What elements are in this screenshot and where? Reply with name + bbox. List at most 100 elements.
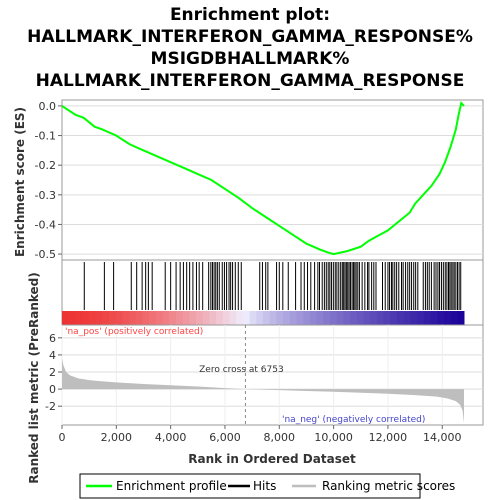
heat-bar-segment xyxy=(443,311,452,325)
es-y-ticks: 0.0 -0.1 -0.2 -0.3 -0.4 -0.5 xyxy=(35,100,62,261)
heat-bar-segment xyxy=(162,311,170,325)
es-y-tick-label: -0.2 xyxy=(35,159,56,172)
es-y-tick-label: -0.1 xyxy=(35,130,56,143)
metric-panel: Zero cross at 6753 'na_pos' (positively … xyxy=(27,272,484,484)
hit-marks xyxy=(83,262,462,310)
heat-bar-segment xyxy=(403,311,411,325)
heat-bar-segment xyxy=(155,311,163,325)
ranking-metric-area xyxy=(62,358,464,424)
negative-correlation-label: 'na_neg' (negatively correlated) xyxy=(282,415,425,425)
heat-bar-segment xyxy=(62,311,70,325)
es-y-tick-label: 0.0 xyxy=(39,100,57,113)
metric-y-tick-label: 6 xyxy=(49,332,56,345)
heat-bar-segment xyxy=(423,311,431,325)
heat-bar-segment xyxy=(396,311,405,325)
heat-bar-segment xyxy=(450,311,458,325)
heat-bar-segment xyxy=(316,311,324,325)
x-tick-label: 6,000 xyxy=(209,431,241,444)
heat-bar-segment xyxy=(102,311,110,325)
title-line-3: MSIGDBHALLMARK% xyxy=(151,49,350,69)
heat-bar-segment xyxy=(390,311,398,325)
heat-bar-segment xyxy=(216,311,224,325)
metric-y-ticks: 6 4 2 0 -2 xyxy=(45,332,62,413)
x-axis-title: Rank in Ordered Dataset xyxy=(188,452,356,466)
heat-bar-segment xyxy=(249,311,257,325)
metric-y-tick-label: 2 xyxy=(49,366,56,379)
legend-metric-label: Ranking metric scores xyxy=(322,479,455,493)
legend-hits-label: Hits xyxy=(253,479,276,493)
heat-bar-segment xyxy=(276,311,284,325)
heat-bar-segment xyxy=(128,311,137,325)
heat-bar-segment xyxy=(296,311,304,325)
heat-bar-segment xyxy=(256,311,264,325)
heat-bar-segment xyxy=(182,311,190,325)
heat-bar-segment xyxy=(363,311,371,325)
heat-bar-segment xyxy=(209,311,217,325)
heat-bar-segment xyxy=(149,311,157,325)
heat-bar-segment xyxy=(169,311,177,325)
heat-bar-segment xyxy=(323,311,331,325)
heat-bar-segment xyxy=(303,311,311,325)
heat-bar-segment xyxy=(309,311,318,325)
heat-bar-segment xyxy=(343,311,351,325)
ranking-heat-bar xyxy=(62,311,465,325)
x-tick-label: 14,000 xyxy=(423,431,462,444)
heat-bar-segment xyxy=(236,311,244,325)
plot-title: Enrichment plot: HALLMARK_INTERFERON_GAM… xyxy=(27,5,473,91)
es-y-tick-label: -0.4 xyxy=(35,218,56,231)
heat-bar-segment xyxy=(283,311,291,325)
es-y-tick-label: -0.3 xyxy=(35,189,56,202)
positive-correlation-label: 'na_pos' (positively correlated) xyxy=(65,327,203,337)
heat-bar-segment xyxy=(376,311,385,325)
heat-bar-segment xyxy=(356,311,364,325)
heat-bar-segment xyxy=(202,311,210,325)
x-tick-label: 0 xyxy=(59,431,66,444)
heat-bar-segment xyxy=(142,311,150,325)
metric-y-tick-label: 0 xyxy=(49,383,56,396)
legend: Enrichment profile Hits Ranking metric s… xyxy=(79,473,455,499)
es-y-axis-title: Enrichment score (ES) xyxy=(13,107,27,257)
heat-bar-segment xyxy=(430,311,438,325)
heat-bar-segment xyxy=(68,311,76,325)
heat-bar-segment xyxy=(437,311,445,325)
heat-bar-segment xyxy=(289,311,297,325)
heat-bar-segment xyxy=(242,311,251,325)
heat-bar-segment xyxy=(336,311,344,325)
heat-bar-segment xyxy=(410,311,418,325)
title-line-2: HALLMARK_INTERFERON_GAMMA_RESPONSE% xyxy=(27,27,473,47)
heat-bar-segment xyxy=(189,311,197,325)
metric-y-axis-title: Ranked list metric (PreRanked) xyxy=(27,272,41,484)
x-tick-label: 4,000 xyxy=(155,431,187,444)
heat-bar-segment xyxy=(88,311,96,325)
es-panel-frame xyxy=(61,99,484,261)
legend-profile-label: Enrichment profile xyxy=(116,479,227,493)
heat-bar-segment xyxy=(195,311,204,325)
heat-bar-segment xyxy=(95,311,103,325)
heat-bar-segment xyxy=(350,311,358,325)
metric-y-tick-label: 4 xyxy=(49,349,56,362)
heat-bar-segment xyxy=(175,311,184,325)
metric-y-tick-label: -2 xyxy=(45,400,56,413)
x-ticks: 0 2,000 4,000 6,000 8,000 10,000 12,000 14,000 xyxy=(59,425,462,444)
x-tick-label: 2,000 xyxy=(101,431,133,444)
x-tick-label: 8,000 xyxy=(264,431,296,444)
heat-bar-segment xyxy=(370,311,378,325)
heat-bar-segment xyxy=(329,311,338,325)
es-panel: 0.0 -0.1 -0.2 -0.3 -0.4 -0.5 Enrichment score… xyxy=(13,99,484,261)
heat-bar-segment xyxy=(135,311,143,325)
enrichment-profile-line xyxy=(61,100,465,256)
heat-bar-segment xyxy=(82,311,90,325)
title-line-4: HALLMARK_INTERFERON_GAMMA_RESPONSE xyxy=(36,71,465,91)
zero-cross-label: Zero cross at 6753 xyxy=(199,365,284,375)
heat-bar-segment xyxy=(229,311,237,325)
es-gridlines xyxy=(62,105,483,255)
x-tick-label: 10,000 xyxy=(314,431,353,444)
title-line-1: Enrichment plot: xyxy=(170,5,330,25)
heat-bar-segment xyxy=(457,311,465,325)
heat-bar-segment xyxy=(75,311,83,325)
hits-panel xyxy=(61,259,484,326)
heat-bar-segment xyxy=(383,311,391,325)
heat-bar-segment xyxy=(115,311,123,325)
heat-bar-segment xyxy=(222,311,230,325)
